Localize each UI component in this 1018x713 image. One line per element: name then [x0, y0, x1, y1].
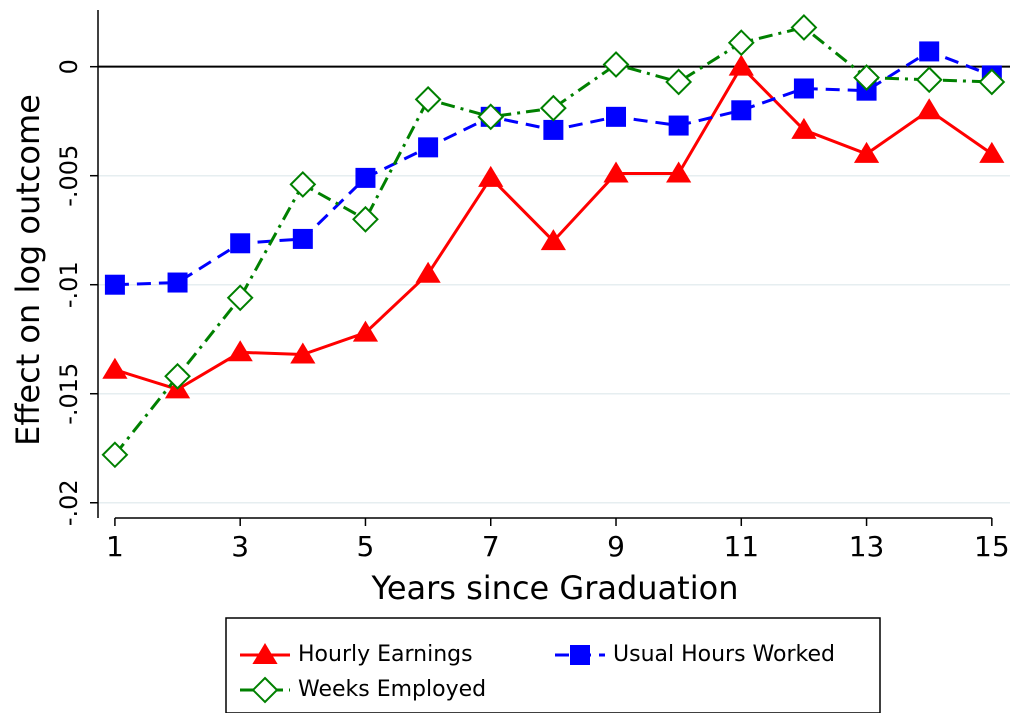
data-point: [915, 66, 943, 94]
data-point: [164, 362, 191, 390]
x-tick-label: 15: [974, 530, 1010, 563]
data-point: [979, 141, 1005, 163]
legend-label: Hourly Earnings: [298, 642, 473, 667]
data-point: [418, 137, 439, 158]
x-tick-label: 11: [723, 530, 759, 563]
data-point: [292, 228, 313, 249]
x-tick-label: 1: [106, 530, 124, 563]
data-point: [104, 274, 125, 295]
legend-box: [225, 617, 881, 713]
data-point: [731, 100, 752, 121]
data-point: [226, 284, 254, 312]
data-point: [477, 103, 505, 131]
data-point: [167, 272, 188, 293]
data-point: [352, 205, 379, 233]
data-point: [790, 14, 818, 41]
data-point: [603, 161, 629, 183]
data-point: [540, 229, 566, 251]
y-tick-label: -.015: [55, 363, 83, 425]
data-point: [414, 85, 442, 113]
x-tick-label: 13: [849, 530, 885, 563]
data-point: [290, 342, 316, 364]
data-point: [728, 54, 754, 76]
data-point: [602, 51, 630, 78]
data-point: [289, 171, 317, 198]
data-point: [543, 119, 564, 140]
y-tick-label: -.005: [55, 145, 83, 207]
x-axis-title: Years since Graduation: [371, 569, 739, 607]
data-point: [978, 68, 1006, 96]
y-axis-title: Effect on log outcome: [9, 94, 47, 446]
y-tick-label: 0: [55, 59, 83, 74]
data-point: [668, 115, 689, 136]
data-point: [665, 68, 693, 96]
data-point: [916, 98, 942, 120]
x-tick-label: 9: [607, 530, 625, 563]
data-point: [355, 167, 376, 188]
data-point: [606, 106, 627, 127]
data-point: [101, 441, 129, 469]
legend-label: Usual Hours Worked: [613, 642, 835, 667]
data-point: [853, 64, 880, 92]
data-point: [791, 117, 817, 139]
data-point: [666, 161, 692, 183]
data-point: [102, 357, 128, 379]
x-tick-label: 3: [231, 530, 249, 563]
x-tick-label: 5: [357, 530, 375, 563]
series-line: [113, 25, 992, 456]
data-point: [727, 29, 755, 57]
data-point: [478, 165, 504, 187]
legend-label: Weeks Employed: [298, 677, 486, 702]
legend-swatch-marker: [570, 645, 590, 665]
y-tick-label: -.02: [55, 479, 83, 526]
data-point: [539, 94, 567, 122]
data-point: [853, 141, 880, 163]
data-point: [793, 78, 814, 99]
y-tick-label: -.01: [55, 261, 83, 308]
x-tick-label: 7: [482, 530, 500, 563]
data-point: [227, 340, 253, 362]
data-point: [415, 261, 441, 283]
legend-swatch-marker: [251, 676, 279, 704]
legend-swatch-marker: [252, 643, 278, 664]
data-point: [352, 320, 379, 342]
data-point: [230, 233, 251, 254]
data-point: [919, 41, 940, 62]
